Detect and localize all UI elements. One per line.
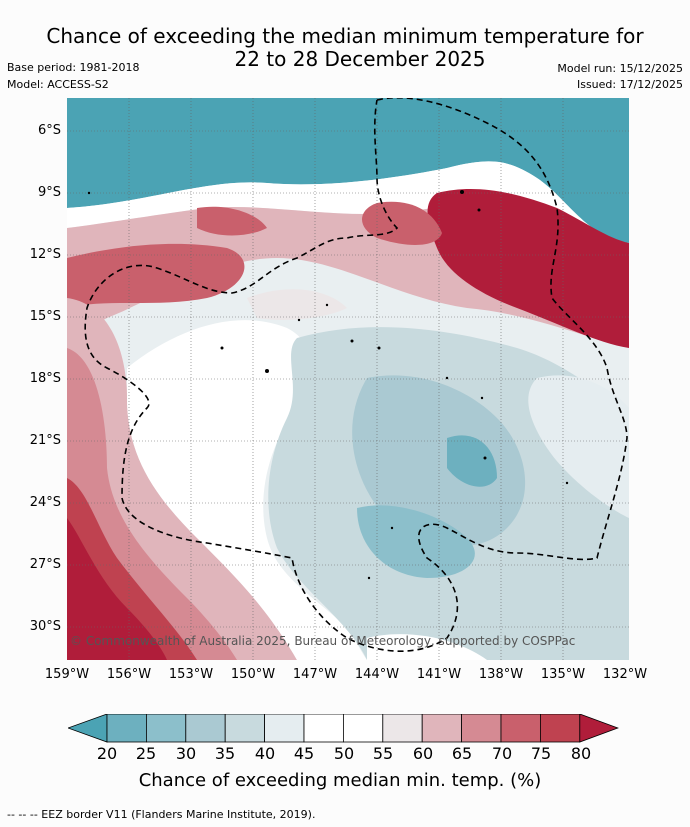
lon-label: 159°W — [44, 667, 90, 682]
lat-label: 18°S — [29, 371, 61, 386]
region-red-northwest — [67, 243, 245, 308]
colorbar-segment — [500, 714, 541, 743]
colorbar-segment — [342, 714, 384, 743]
colorbar-segment — [539, 714, 581, 743]
lat-label: 9°S — [37, 185, 61, 200]
lat-label: 12°S — [29, 247, 61, 262]
colorbar-segment — [461, 714, 502, 743]
colorbar-tick: 40 — [254, 744, 276, 763]
colorbar-tick: 70 — [491, 744, 513, 763]
region-high-northeast — [427, 188, 629, 348]
lon-label: 132°W — [602, 667, 648, 682]
region-low-north — [67, 98, 629, 243]
region-high-southwest — [67, 518, 167, 660]
lon-label: 156°W — [106, 667, 152, 682]
colorbar-segment — [185, 714, 226, 743]
lon-label: 153°W — [168, 667, 214, 682]
eez-border — [84, 98, 628, 652]
colorbar — [68, 714, 619, 743]
region-neutral-patch — [247, 289, 347, 320]
colorbar-tick: 35 — [214, 744, 236, 763]
lon-label: 141°W — [416, 667, 462, 682]
lon-label: 144°W — [354, 667, 400, 682]
lon-label: 147°W — [292, 667, 338, 682]
colorbar-tick: 50 — [333, 744, 355, 763]
colorbar-tick: 75 — [530, 744, 552, 763]
colorbar-segment — [106, 714, 147, 743]
model-run: Model run: 15/12/2025 — [557, 62, 683, 75]
colorbar-tick: 25 — [135, 744, 157, 763]
colorbar-tick: 65 — [451, 744, 473, 763]
map-canvas — [67, 98, 629, 660]
issued-date: Issued: 17/12/2025 — [576, 78, 683, 91]
region-red-patch-2 — [197, 206, 267, 236]
colorbar-tick: 45 — [293, 744, 315, 763]
colorbar-segment — [146, 714, 187, 743]
colorbar-segment — [382, 714, 423, 743]
region-transition-north — [67, 161, 629, 258]
graticule — [67, 98, 629, 660]
model-name: Model: ACCESS-S2 — [7, 78, 109, 91]
colorbar-title: Chance of exceeding median min. temp. (%… — [138, 770, 542, 791]
colorbar-tick: 60 — [412, 744, 434, 763]
region-neutral-east — [528, 375, 629, 518]
lat-label: 21°S — [29, 433, 61, 448]
colorbar-segment — [264, 714, 305, 743]
colorbar-tick: 80 — [570, 744, 592, 763]
colorbar-extend-low — [68, 714, 108, 743]
lat-label: 15°S — [29, 309, 61, 324]
region-low-patch — [352, 375, 526, 547]
map-title-line-2: 22 to 28 December 2025 — [234, 47, 486, 71]
colorbar-tick: 55 — [372, 744, 394, 763]
lat-label: 27°S — [29, 557, 61, 572]
islands — [87, 190, 569, 580]
region-low-patch-2 — [357, 505, 475, 578]
region-low-patch-3 — [447, 435, 497, 487]
region-neutral-west — [127, 320, 367, 660]
map-title-line-1: Chance of exceeding the median minimum t… — [46, 24, 644, 48]
colorbar-tick: 20 — [96, 744, 118, 763]
lat-label: 6°S — [37, 123, 61, 138]
colorbar-tick: 30 — [175, 744, 197, 763]
copyright-text: © Commonwealth of Australia 2025, Bureau… — [70, 634, 576, 648]
colorbar-segment — [421, 714, 463, 743]
lon-label: 150°W — [230, 667, 276, 682]
lon-label: 138°W — [478, 667, 524, 682]
forecast-map: © Commonwealth of Australia 2025, Bureau… — [67, 98, 629, 660]
colorbar-segment — [224, 714, 265, 743]
colorbar-segment — [303, 714, 344, 743]
lon-label: 135°W — [540, 667, 586, 682]
lat-label: 30°S — [29, 619, 61, 634]
colorbar-extend-high — [579, 714, 619, 743]
eez-legend-note: -- -- -- EEZ border V11 (Flanders Marine… — [7, 808, 316, 821]
lat-label: 24°S — [29, 495, 61, 510]
base-period: Base period: 1981-2018 — [7, 61, 140, 74]
